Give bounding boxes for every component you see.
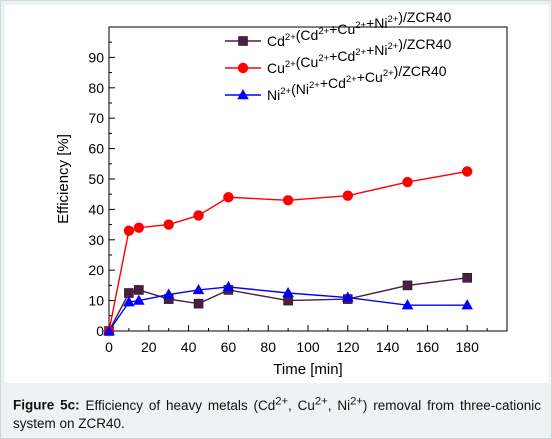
data-point-triangle	[103, 325, 115, 336]
plot-frame	[108, 26, 508, 332]
y-tick-label: 10	[88, 293, 104, 309]
x-tick-label: 140	[376, 339, 400, 355]
y-tick-label: 50	[88, 171, 104, 187]
data-point-triangle	[282, 287, 294, 298]
data-point-circle	[193, 210, 204, 221]
y-tick-label: 80	[88, 80, 104, 96]
data-point-triangle	[342, 291, 354, 302]
data-point-triangle	[401, 299, 414, 310]
data-point-square	[134, 285, 144, 295]
data-point-circle	[123, 225, 135, 236]
series-lines	[108, 170, 468, 332]
y-tick-label: 30	[88, 232, 104, 248]
x-tick-label: 60	[221, 339, 237, 355]
y-tick-label: 60	[88, 141, 104, 157]
data-point-circle	[223, 192, 234, 203]
data-point-triangle	[162, 288, 175, 299]
data-point-triangle	[123, 296, 135, 307]
figure-caption: Figure 5c: Efficiency of heavy metals (C…	[13, 392, 541, 433]
caption-text: Efficiency of heavy metals (Cd2+, Cu2+, …	[13, 395, 542, 431]
y-tick-label: 0	[96, 323, 104, 339]
efficiency-line-chart: 0 10 20 30 40 50 60 70 80 90 0 20 40 60 80 100 120 140 160…	[55, 9, 508, 378]
x-tick-label: 160	[416, 339, 440, 355]
caption-label: Figure 5c:	[13, 397, 80, 413]
legend-label: Ni2+(Ni2++Cd2++Cu2+)/ZCR40	[267, 63, 447, 103]
x-tick-label: 0	[105, 339, 113, 355]
series-line-circle	[108, 170, 468, 332]
y-axis-label: Efficiency [%]	[55, 134, 72, 224]
x-tick-label: 100	[296, 339, 320, 355]
data-point-triangle	[133, 294, 145, 305]
data-point-square	[193, 298, 204, 309]
x-axis-label: Time [min]	[273, 361, 342, 378]
legend-label: Cd2+(Cd2++Cu2++Ni2+)/ZCR40	[267, 9, 451, 49]
y-tick-label: 90	[88, 49, 104, 65]
legend-marker-circle	[237, 62, 249, 74]
data-point-circle	[402, 176, 413, 188]
data-point-circle	[462, 166, 473, 177]
data-point-circle	[133, 222, 145, 233]
x-tick-label: 120	[336, 339, 360, 355]
series-markers	[103, 166, 473, 337]
data-point-circle	[282, 195, 294, 206]
data-point-circle	[163, 219, 174, 230]
chart-area: 0 10 20 30 40 50 60 70 80 90 0 20 40 60 80 100 120 140 160…	[5, 5, 549, 383]
legend-label: Cu2+(Cu2++Cd2++Ni2+)/ZCR40	[267, 36, 451, 76]
data-point-triangle	[461, 299, 473, 310]
legend-marker-square	[238, 36, 248, 46]
x-tick-label: 40	[181, 339, 197, 355]
series-line-triangle	[108, 286, 468, 332]
data-point-triangle	[192, 283, 205, 295]
legend-item: Cd2+(Cd2++Cu2++Ni2+)/ZCR40	[225, 9, 451, 49]
tick-labels: 0 10 20 30 40 50 60 70 80 90 0 20 40 60 80 100 120 140 160…	[88, 49, 479, 355]
data-point-square	[283, 295, 293, 306]
y-tick-label: 70	[88, 110, 104, 126]
legend-marker-triangle	[237, 89, 249, 100]
series-line-square	[108, 277, 468, 332]
legend: Cd2+(Cd2++Cu2++Ni2+)/ZCR40Cu2+(Cu2++Cd2+…	[225, 9, 451, 103]
data-point-square	[402, 280, 413, 291]
legend-item: Ni2+(Ni2++Cd2++Cu2+)/ZCR40	[225, 63, 447, 103]
x-tick-label: 80	[260, 339, 276, 355]
data-point-circle	[342, 190, 353, 201]
x-tick-label: 20	[141, 339, 157, 355]
y-tick-label: 20	[88, 262, 104, 278]
y-tick-label: 40	[88, 201, 104, 217]
data-point-square	[462, 272, 473, 283]
x-tick-label: 180	[456, 339, 480, 355]
data-point-triangle	[222, 280, 235, 292]
axis-ticks	[108, 26, 508, 332]
legend-item: Cu2+(Cu2++Cd2++Ni2+)/ZCR40	[225, 36, 451, 76]
